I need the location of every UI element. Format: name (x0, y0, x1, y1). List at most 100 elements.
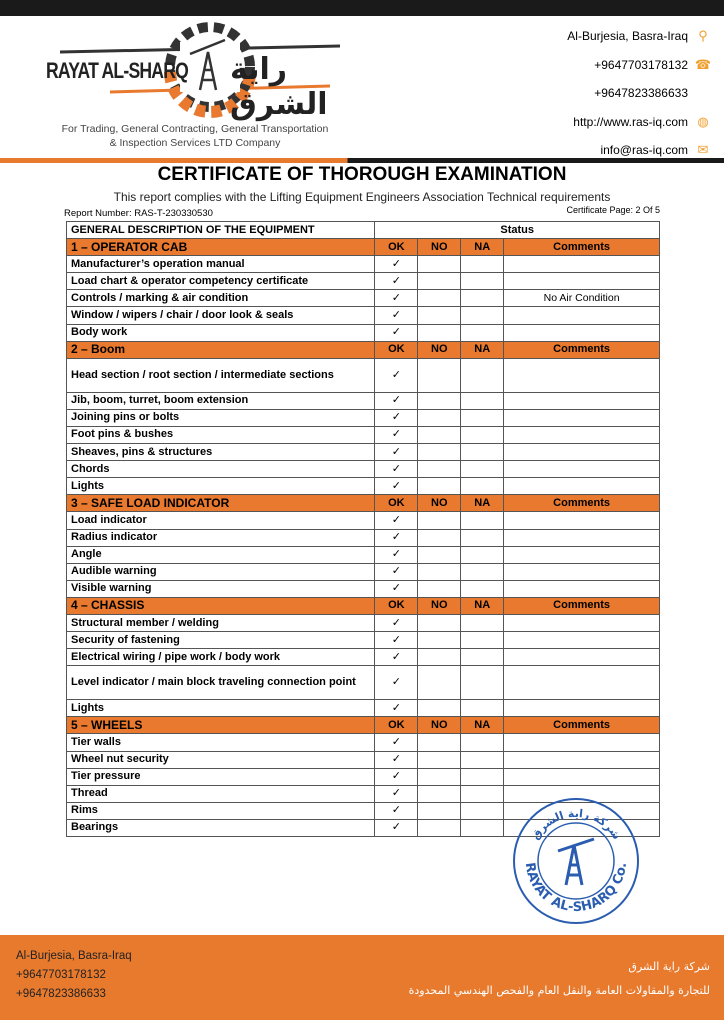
status-no-cell (417, 511, 462, 530)
ok-column-header: OK (374, 340, 419, 359)
gear-derrick-logo-icon (59, 22, 341, 118)
status-na-cell (460, 699, 505, 718)
comment-cell (503, 477, 660, 496)
item-label: Load indicator (65, 511, 376, 530)
checkmark-icon: ✓ (391, 274, 401, 287)
item-label: Thread (65, 784, 376, 803)
table-row: Rims ✓ (65, 801, 660, 820)
comment-cell (503, 511, 660, 530)
checkmark-icon: ✓ (391, 582, 401, 595)
comment-cell (503, 306, 660, 325)
table-row: Window / wipers / chair / door look & se… (65, 306, 660, 325)
status-na-cell (460, 784, 505, 803)
checkmark-icon: ✓ (391, 309, 401, 322)
checkmark-icon: ✓ (391, 513, 401, 526)
comment-cell (503, 767, 660, 786)
checkmark-icon: ✓ (391, 804, 401, 817)
checkmark-icon: ✓ (391, 770, 401, 783)
item-label: Tier walls (65, 733, 376, 752)
status-na-cell (460, 665, 505, 701)
checkmark-icon: ✓ (391, 368, 401, 381)
status-no-cell (417, 460, 462, 479)
status-na-cell (460, 631, 505, 650)
table-row: Foot pins & bushes ✓ (65, 425, 660, 445)
table-row: Lights ✓ (65, 477, 660, 496)
status-no-cell (417, 750, 462, 769)
status-ok-cell: ✓ (374, 323, 419, 342)
ok-column-header: OK (374, 494, 419, 513)
status-no-cell (417, 648, 462, 667)
comment-cell (503, 425, 660, 445)
status-no-cell (417, 272, 462, 291)
certificate-page: Certificate Page: 2 Of 5 (566, 205, 660, 215)
table-row: Tier pressure ✓ (65, 767, 660, 786)
derrick-icon (557, 837, 595, 886)
status-ok-cell: ✓ (374, 699, 419, 718)
item-label: Electrical wiring / pipe work / body wor… (65, 648, 376, 667)
item-label: Body work (65, 323, 376, 342)
status-ok-cell: ✓ (374, 648, 419, 667)
status-na-cell (460, 579, 505, 598)
footer-phone-2: +9647823386633 (16, 988, 106, 1000)
phone-2: +9647823386633 (594, 86, 688, 100)
description-header: GENERAL DESCRIPTION OF THE EQUIPMENT (65, 220, 376, 240)
table-row: Chords ✓ (65, 460, 660, 479)
email-link[interactable]: info@ras-iq.com (600, 143, 688, 157)
na-column-header: NA (460, 596, 505, 615)
item-label: Bearings (65, 818, 376, 838)
status-no-cell (417, 767, 462, 786)
status-na-cell (460, 425, 505, 445)
section-header-row: 5 – WHEELS OK NO NA Comments (65, 716, 660, 735)
comment-cell (503, 255, 660, 274)
status-ok-cell: ✓ (374, 733, 419, 752)
footer-address: Al-Burjesia, Basra-Iraq (16, 950, 132, 962)
status-na-cell (460, 477, 505, 496)
table-row: Wheel nut security ✓ (65, 750, 660, 769)
table-row: Head section / root section / intermedia… (65, 357, 660, 393)
logo-arabic: راية الشرق (230, 52, 328, 122)
globe-icon: ◍ (697, 113, 709, 129)
comment-cell (503, 699, 660, 718)
table-row: Load chart & operator competency certifi… (65, 272, 660, 291)
item-label: Load chart & operator competency certifi… (65, 272, 376, 291)
checkmark-icon: ✓ (391, 428, 401, 441)
comment-cell (503, 391, 660, 410)
checkmark-icon: ✓ (391, 821, 401, 834)
status-no-cell (417, 801, 462, 820)
checkmark-icon: ✓ (391, 462, 401, 475)
table-row: Visible warning ✓ (65, 579, 660, 598)
table-row: Thread ✓ (65, 784, 660, 803)
section-header-row: 4 – CHASSIS OK NO NA Comments (65, 596, 660, 615)
comments-column-header: Comments (503, 716, 660, 735)
table-row: Level indicator / main block traveling c… (65, 665, 660, 701)
status-no-cell (417, 733, 462, 752)
status-no-cell (417, 477, 462, 496)
company-tagline: For Trading, General Contracting, Genera… (40, 122, 350, 150)
na-column-header: NA (460, 494, 505, 513)
status-na-cell (460, 306, 505, 325)
status-na-cell (460, 767, 505, 786)
website-link[interactable]: http://www.ras-iq.com (573, 114, 688, 129)
comment-cell (503, 460, 660, 479)
logo-name: RAYAT AL-SHARQ (46, 58, 189, 83)
section-header-row: 1 – OPERATOR CAB OK NO NA Comments (65, 238, 660, 257)
item-label: Sheaves, pins & structures (65, 443, 376, 462)
comments-column-header: Comments (503, 494, 660, 513)
status-ok-cell: ✓ (374, 631, 419, 650)
comment-cell (503, 545, 660, 564)
status-ok-cell: ✓ (374, 391, 419, 410)
comment-cell (503, 733, 660, 752)
no-column-header: NO (417, 340, 462, 359)
comment-cell (503, 357, 660, 393)
address: Al-Burjesia, Basra-Iraq (567, 29, 688, 43)
item-label: Foot pins & bushes (65, 425, 376, 445)
checkmark-icon: ✓ (391, 753, 401, 766)
status-na-cell (460, 323, 505, 342)
phone-1: +9647703178132 (594, 57, 688, 72)
status-no-cell (417, 443, 462, 462)
status-na-cell (460, 818, 505, 838)
status-na-cell (460, 408, 505, 427)
checkmark-icon: ✓ (391, 650, 401, 663)
comment-cell (503, 648, 660, 667)
status-ok-cell: ✓ (374, 665, 419, 701)
